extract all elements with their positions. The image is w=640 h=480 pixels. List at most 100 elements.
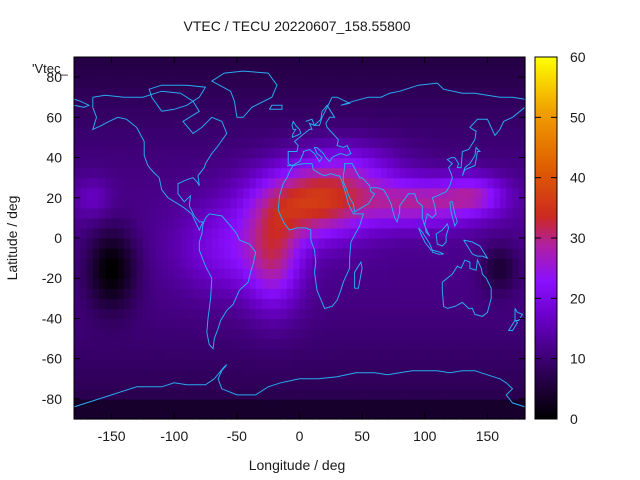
- heatmap-cell: [161, 288, 169, 299]
- heatmap-cell: [481, 87, 489, 98]
- heatmap-cell: [337, 77, 344, 88]
- heatmap-cell: [449, 157, 457, 169]
- heatmap-cell: [268, 97, 276, 108]
- heatmap-cell: [205, 227, 213, 239]
- heatmap-cell: [318, 197, 326, 209]
- heatmap-cell: [393, 408, 401, 420]
- heatmap-cell: [499, 378, 507, 390]
- heatmap-cell: [74, 298, 81, 309]
- heatmap-cell: [437, 238, 445, 249]
- heatmap-cell: [368, 197, 376, 209]
- coastline: [73, 364, 526, 408]
- heatmap-cell: [293, 408, 301, 420]
- heatmap-cell: [92, 398, 100, 410]
- heatmap-cell: [431, 137, 438, 149]
- heatmap-cell: [318, 207, 326, 219]
- heatmap-cell: [499, 167, 507, 179]
- heatmap-cell: [481, 408, 489, 420]
- heatmap-cell: [136, 278, 144, 289]
- heatmap-cell: [205, 107, 213, 118]
- heatmap-cell: [218, 258, 225, 269]
- heatmap-cell: [374, 177, 382, 189]
- heatmap-cell: [424, 338, 432, 350]
- heatmap-cell: [92, 308, 100, 320]
- heatmap-cell: [305, 157, 313, 169]
- heatmap-cell: [117, 348, 125, 360]
- heatmap-cell: [261, 217, 269, 229]
- heatmap-cell: [293, 187, 301, 199]
- heatmap-cell: [86, 137, 94, 149]
- heatmap-cell: [211, 358, 219, 370]
- heatmap-cell: [180, 167, 188, 179]
- heatmap-cell: [155, 268, 163, 279]
- heatmap-cell: [405, 238, 413, 249]
- heatmap-cell: [236, 298, 244, 309]
- heatmap-cell: [437, 67, 445, 78]
- heatmap-cell: [274, 57, 282, 68]
- heatmap-cell: [380, 67, 388, 78]
- heatmap-cell: [349, 77, 357, 88]
- heatmap-cell: [261, 147, 269, 159]
- heatmap-cell: [493, 217, 501, 229]
- heatmap-cell: [481, 398, 489, 410]
- heatmap-cell: [312, 308, 319, 320]
- heatmap-cell: [312, 238, 319, 249]
- heatmap-cell: [199, 388, 207, 400]
- heatmap-cell: [518, 408, 526, 420]
- heatmap-cell: [449, 197, 457, 209]
- heatmap-cell: [261, 127, 269, 139]
- heatmap-cell: [393, 57, 401, 68]
- heatmap-cell: [186, 157, 194, 169]
- heatmap-cell: [349, 258, 357, 269]
- heatmap-cell: [99, 328, 106, 340]
- heatmap-cell: [249, 207, 257, 219]
- heatmap-cell: [305, 137, 313, 149]
- heatmap-cell: [186, 248, 194, 259]
- heatmap-cell: [474, 308, 482, 320]
- heatmap-cell: [405, 137, 413, 149]
- heatmap-cell: [437, 288, 445, 299]
- heatmap-cell: [111, 328, 119, 340]
- heatmap-cell: [399, 197, 407, 209]
- heatmap-cell: [280, 378, 288, 390]
- heatmap-cell: [205, 127, 213, 139]
- heatmap-cell: [117, 318, 125, 330]
- heatmap-cell: [205, 288, 213, 299]
- heatmap-cell: [412, 147, 420, 159]
- heatmap-cell: [111, 288, 119, 299]
- heatmap-cell: [487, 197, 495, 209]
- heatmap-cell: [305, 87, 313, 98]
- heatmap-cell: [286, 97, 294, 108]
- heatmap-cell: [349, 238, 357, 249]
- heatmap-cell: [274, 127, 282, 139]
- heatmap-cell: [274, 197, 282, 209]
- heatmap-cell: [236, 177, 244, 189]
- heatmap-cell: [161, 187, 169, 199]
- heatmap-cell: [312, 368, 319, 380]
- heatmap-cell: [412, 157, 420, 169]
- heatmap-cell: [481, 137, 489, 149]
- heatmap-cell: [443, 378, 451, 390]
- heatmap-cell: [130, 107, 138, 118]
- heatmap-cell: [506, 328, 514, 340]
- heatmap-cell: [337, 238, 344, 249]
- heatmap-cell: [462, 268, 470, 279]
- heatmap-cell: [243, 87, 250, 98]
- heatmap-cell: [218, 127, 225, 139]
- heatmap-cell: [174, 398, 182, 410]
- heatmap-cell: [424, 147, 432, 159]
- heatmap-cell: [149, 378, 157, 390]
- heatmap-cell: [374, 227, 382, 239]
- heatmap-cell: [99, 187, 106, 199]
- heatmap-cell: [92, 328, 100, 340]
- heatmap-cell: [130, 197, 138, 209]
- heatmap-cell: [349, 87, 357, 98]
- heatmap-cell: [468, 177, 476, 189]
- heatmap-cell: [236, 157, 244, 169]
- heatmap-cell: [462, 358, 470, 370]
- heatmap-cell: [399, 358, 407, 370]
- heatmap-cell: [424, 187, 432, 199]
- heatmap-cell: [312, 348, 319, 360]
- heatmap-cell: [92, 197, 100, 209]
- heatmap-cell: [493, 117, 501, 128]
